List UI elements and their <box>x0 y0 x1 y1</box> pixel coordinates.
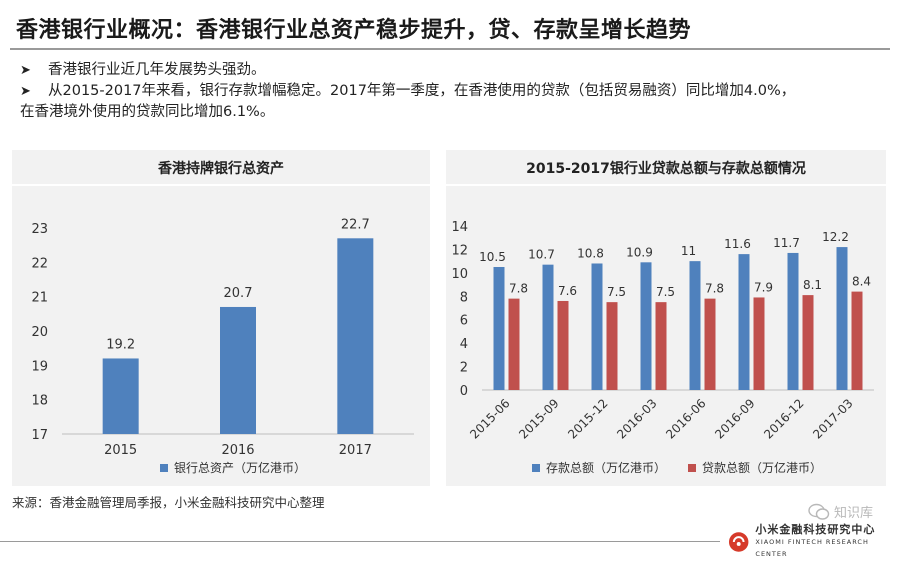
legend-label: 贷款总额（万亿港币） <box>702 461 823 475</box>
bar <box>557 300 569 390</box>
data-label: 7.8 <box>705 282 724 296</box>
loans-deposits-chart: 0 2 4 6 8 10 12 14 10.5 7.8 2015-06 10.7 7.6 2015-09 1… <box>451 220 874 442</box>
chart-title-divider <box>12 184 430 186</box>
bar <box>102 358 139 434</box>
bar <box>508 298 520 390</box>
logo-name-cn: 小米金融科技研究中心 <box>755 523 876 536</box>
total-assets-chart: 17 18 19 20 21 22 23 19.2 2015 20.7 2016 22.7 2017 <box>31 217 414 458</box>
y-tick-label: 0 <box>460 384 468 399</box>
y-tick-label: 4 <box>460 337 468 352</box>
data-label: 7.5 <box>607 285 626 299</box>
data-label: 19.2 <box>106 337 135 352</box>
x-tick-label: 2016-09 <box>712 396 757 441</box>
y-tick-label: 21 <box>31 291 48 306</box>
bar <box>753 297 765 390</box>
data-label: 10.5 <box>479 250 506 264</box>
bar <box>542 264 554 390</box>
data-label: 20.7 <box>224 286 253 301</box>
y-tick-label: 19 <box>31 359 48 374</box>
data-label: 7.5 <box>656 285 675 299</box>
data-label: 10.9 <box>626 245 653 259</box>
x-tick-label: 2017 <box>339 443 372 458</box>
legend-label: 银行总资产（万亿港币） <box>174 461 307 475</box>
chart-panel-loans-deposits: 2015-2017银行业贷款总额与存款总额情况 0 2 4 6 8 10 12 14 10.5 7… <box>446 150 886 486</box>
x-tick-label: 2015-09 <box>516 396 561 441</box>
y-tick-label: 6 <box>460 314 468 329</box>
y-tick-label: 12 <box>451 243 468 258</box>
title-divider <box>10 48 890 50</box>
brand-logo: 小米金融科技研究中心 XIAOMI FINTECH RESEARCH CENTE… <box>728 524 900 560</box>
watermark-text: 知识库 <box>834 506 874 521</box>
bar <box>851 291 863 390</box>
chart-title: 香港持牌银行总资产 <box>158 161 284 177</box>
data-label: 8.4 <box>852 275 871 289</box>
chart-legend: 银行总资产（万亿港币） <box>160 459 306 476</box>
page-title: 香港银行业概况：香港银行业总资产稳步提升，贷、存款呈增长趋势 <box>16 18 692 43</box>
data-label: 8.1 <box>803 278 822 292</box>
data-label: 7.8 <box>509 282 528 296</box>
y-tick-label: 22 <box>31 256 48 271</box>
bar <box>337 238 374 434</box>
data-label: 10.7 <box>528 248 555 262</box>
data-label: 12.2 <box>822 230 849 244</box>
chart-title: 2015-2017银行业贷款总额与存款总额情况 <box>526 161 806 177</box>
bar <box>640 262 652 390</box>
bar <box>493 267 505 390</box>
bar <box>689 261 701 390</box>
bar <box>802 295 814 390</box>
bullet-text: 从2015-2017年来看，银行存款增幅稳定。2017年第一季度，在香港使用的贷… <box>48 83 796 99</box>
watermark: 知识库 <box>808 502 873 521</box>
bar <box>836 247 848 390</box>
x-tick-label: 2015 <box>104 443 137 458</box>
x-tick-label: 2016-12 <box>761 396 806 441</box>
data-label: 7.9 <box>754 280 773 294</box>
y-tick-label: 14 <box>451 220 468 235</box>
y-tick-label: 10 <box>451 267 468 282</box>
y-tick-label: 2 <box>460 361 468 376</box>
data-label: 11.6 <box>724 237 751 251</box>
y-tick-label: 23 <box>31 222 48 237</box>
bar <box>220 306 256 434</box>
footer-divider <box>0 541 720 542</box>
x-tick-label: 2015-12 <box>565 396 610 441</box>
data-label: 11.7 <box>773 236 800 250</box>
x-tick-label: 2015-06 <box>467 396 512 441</box>
y-tick-label: 17 <box>31 428 48 443</box>
data-label: 7.6 <box>558 284 577 298</box>
bullet-item: ➤ 香港银行业近几年发展势头强劲。 <box>20 60 890 81</box>
summary-bullets: ➤ 香港银行业近几年发展势头强劲。 ➤ 从2015-2017年来看，银行存款增幅… <box>20 60 890 123</box>
data-label: 11 <box>681 244 696 258</box>
legend-label: 存款总额（万亿港币） <box>546 461 667 475</box>
bar <box>704 298 716 390</box>
chart-title-divider <box>446 184 886 186</box>
y-tick-label: 20 <box>31 325 48 340</box>
bar <box>787 252 799 390</box>
legend-swatch <box>160 463 168 472</box>
chart-legend: 存款总额（万亿港币） 贷款总额（万亿港币） <box>532 459 822 476</box>
xiaomi-fintech-logo-icon <box>728 532 749 552</box>
arrow-right-icon: ➤ <box>20 84 31 99</box>
data-label: 10.8 <box>577 246 604 260</box>
logo-name-en: XIAOMI FINTECH RESEARCH CENTER <box>755 538 869 558</box>
bar <box>655 302 667 390</box>
x-tick-label: 2016 <box>221 443 254 458</box>
bar <box>591 263 603 390</box>
legend-swatch <box>532 463 540 472</box>
arrow-right-icon: ➤ <box>20 63 31 78</box>
chart-panel-total-assets: 香港持牌银行总资产 17 18 19 20 21 22 23 19.2 2015 20.7 2016… <box>12 150 430 486</box>
bullet-item: ➤ 从2015-2017年来看，银行存款增幅稳定。2017年第一季度，在香港使用… <box>20 81 890 102</box>
y-tick-label: 18 <box>31 394 48 409</box>
data-label: 22.7 <box>341 217 370 232</box>
bar <box>738 254 750 390</box>
y-tick-label: 8 <box>460 290 468 305</box>
x-tick-label: 2016-03 <box>614 396 659 441</box>
bullet-text: 香港银行业近几年发展势头强劲。 <box>48 62 266 78</box>
wechat-icon <box>808 503 830 520</box>
bullet-continuation: 在香港境外使用的贷款同比增加6.1%。 <box>20 104 275 120</box>
legend-swatch <box>688 463 697 472</box>
x-tick-label: 2017-03 <box>810 396 855 441</box>
x-tick-label: 2016-06 <box>663 396 708 441</box>
bar <box>606 302 618 390</box>
source-note: 来源：香港金融管理局季报，小米金融科技研究中心整理 <box>12 495 325 510</box>
